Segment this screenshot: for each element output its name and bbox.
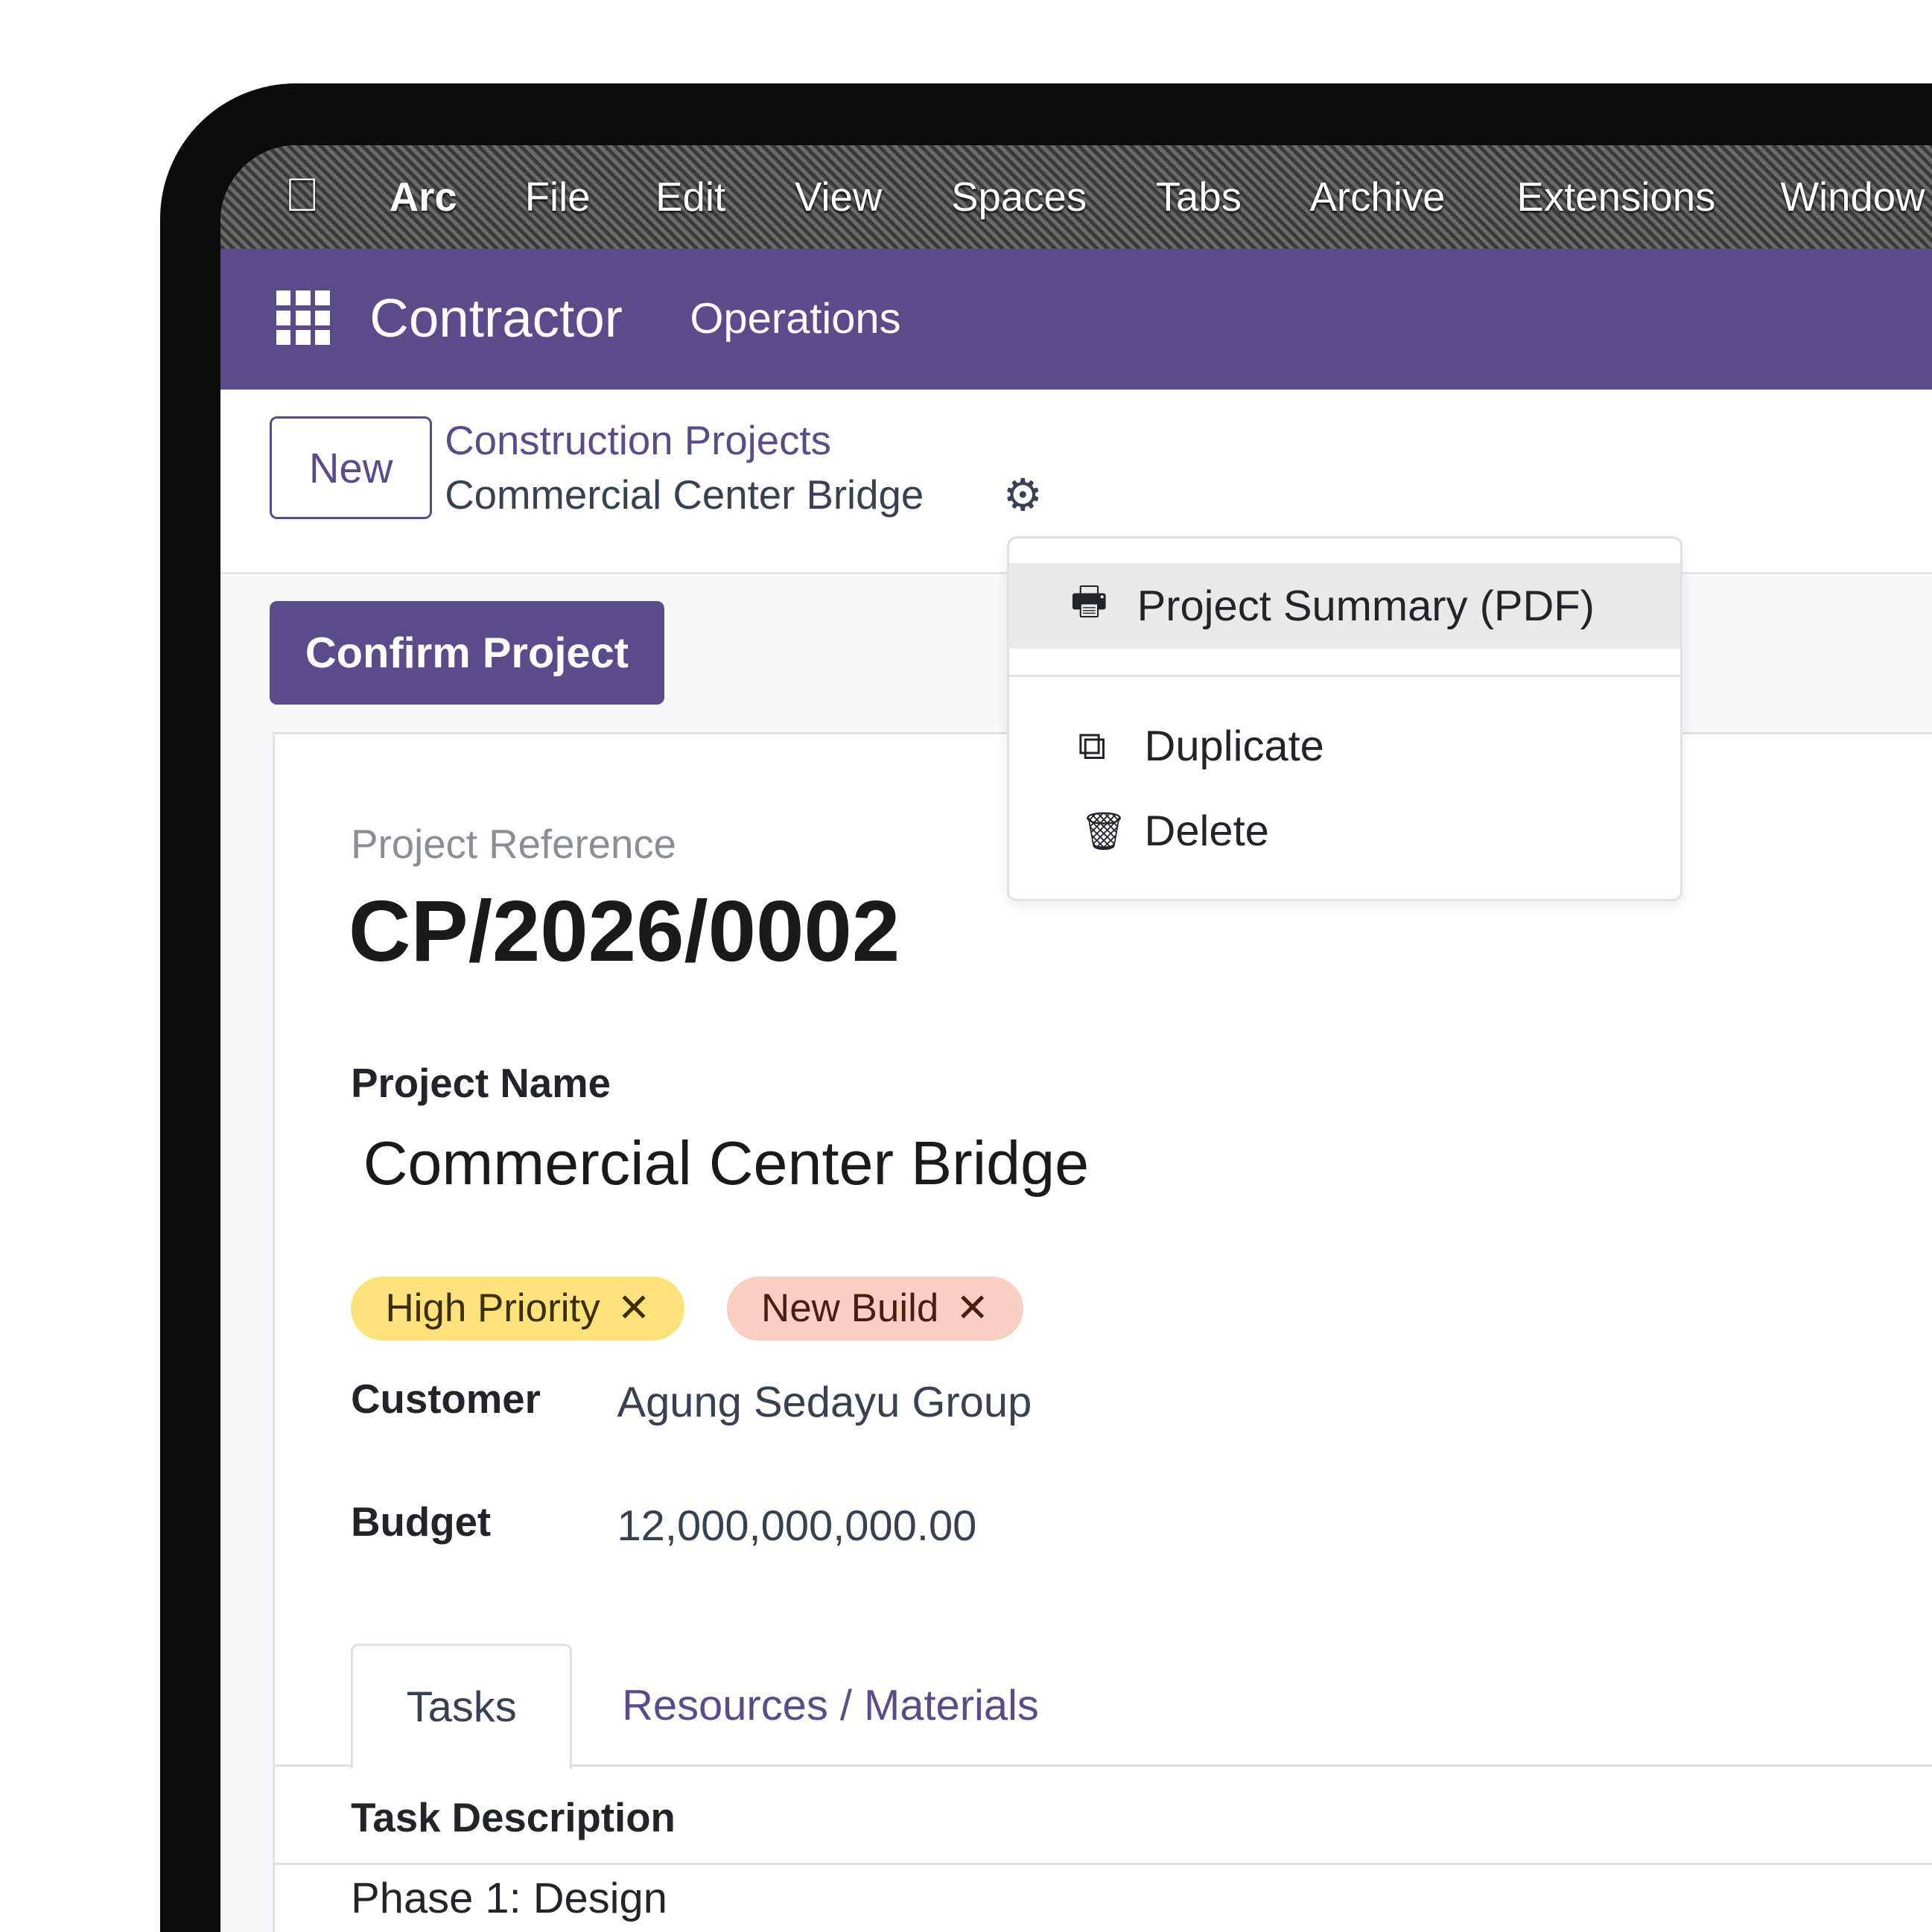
breadcrumb-current: Commercial Center Bridge xyxy=(445,471,924,518)
project-reference-value: CP/2026/0002 xyxy=(348,882,900,979)
printer-icon: 🖶 xyxy=(1070,579,1108,623)
table-divider xyxy=(274,1862,1932,1865)
screen:  Arc File Edit View Spaces Tabs Archive… xyxy=(220,145,1932,1932)
app-grid-icon[interactable] xyxy=(276,290,331,346)
confirm-project-button[interactable]: Confirm Project xyxy=(270,601,664,705)
menu-tabs[interactable]: Tabs xyxy=(1155,174,1242,220)
control-panel: New Construction Projects Commercial Cen… xyxy=(220,389,1932,574)
form-sheet: Project Reference CP/2026/0002 Project N… xyxy=(272,731,1932,1932)
close-icon[interactable]: ✕ xyxy=(617,1286,651,1331)
tag-new-build: New Build ✕ xyxy=(726,1276,1024,1341)
customer-label: Customer xyxy=(351,1376,541,1422)
menu-extensions[interactable]: Extensions xyxy=(1516,174,1716,220)
customer-field[interactable]: Agung Sedayu Group xyxy=(617,1379,1032,1427)
menu-item-project-summary-pdf[interactable]: 🖶 Project Summary (PDF) xyxy=(1008,562,1681,649)
gear-actions-dropdown: 🖶 Project Summary (PDF) ⧉ Duplicate 🗑 De… xyxy=(1006,536,1683,902)
tag-high-priority: High Priority ✕ xyxy=(351,1276,685,1341)
menu-edit[interactable]: Edit xyxy=(655,174,726,220)
column-header-task-description[interactable]: Task Description xyxy=(351,1795,676,1841)
menu-item-label: Duplicate xyxy=(1144,722,1324,771)
breadcrumb-parent[interactable]: Construction Projects xyxy=(445,418,831,464)
tab-tasks[interactable]: Tasks xyxy=(351,1643,573,1769)
gear-icon[interactable]: ⚙ xyxy=(1002,469,1043,520)
close-icon[interactable]: ✕ xyxy=(956,1286,989,1331)
project-name-label: Project Name xyxy=(351,1061,611,1107)
project-reference-label: Project Reference xyxy=(351,822,676,868)
menu-item-duplicate[interactable]: ⧉ Duplicate xyxy=(1009,703,1681,789)
menu-archive[interactable]: Archive xyxy=(1309,174,1446,220)
menu-window[interactable]: Window xyxy=(1780,174,1925,220)
tab-resources-materials[interactable]: Resources / Materials xyxy=(622,1682,1039,1730)
trash-icon: 🗑 xyxy=(1080,810,1128,852)
menu-spaces[interactable]: Spaces xyxy=(951,174,1087,220)
budget-field[interactable]: 12,000,000,000.00 xyxy=(617,1502,977,1550)
os-menu-bar:  Arc File Edit View Spaces Tabs Archive… xyxy=(220,145,1932,250)
budget-label: Budget xyxy=(351,1499,492,1545)
copy-icon: ⧉ xyxy=(1078,724,1106,769)
apple-icon[interactable]:  xyxy=(285,168,320,223)
project-name-input[interactable]: Commercial Center Bridge xyxy=(363,1128,1090,1198)
app-name[interactable]: Contractor xyxy=(369,287,623,349)
tabs-divider xyxy=(274,1764,1932,1767)
app-navbar: Contractor Operations xyxy=(220,249,1932,390)
nav-operations[interactable]: Operations xyxy=(690,294,901,343)
menu-arc[interactable]: Arc xyxy=(389,174,457,220)
menu-item-label: Delete xyxy=(1144,807,1269,856)
menu-item-label: Project Summary (PDF) xyxy=(1137,582,1595,630)
dropdown-divider xyxy=(1008,675,1681,678)
new-button[interactable]: New xyxy=(270,416,433,520)
menu-file[interactable]: File xyxy=(524,174,591,220)
table-row[interactable]: Phase 1: Design xyxy=(351,1874,667,1922)
menu-view[interactable]: View xyxy=(795,174,883,220)
tag-label: New Build xyxy=(761,1286,939,1331)
tag-label: High Priority xyxy=(385,1286,600,1331)
menu-item-delete[interactable]: 🗑 Delete xyxy=(1009,788,1681,874)
